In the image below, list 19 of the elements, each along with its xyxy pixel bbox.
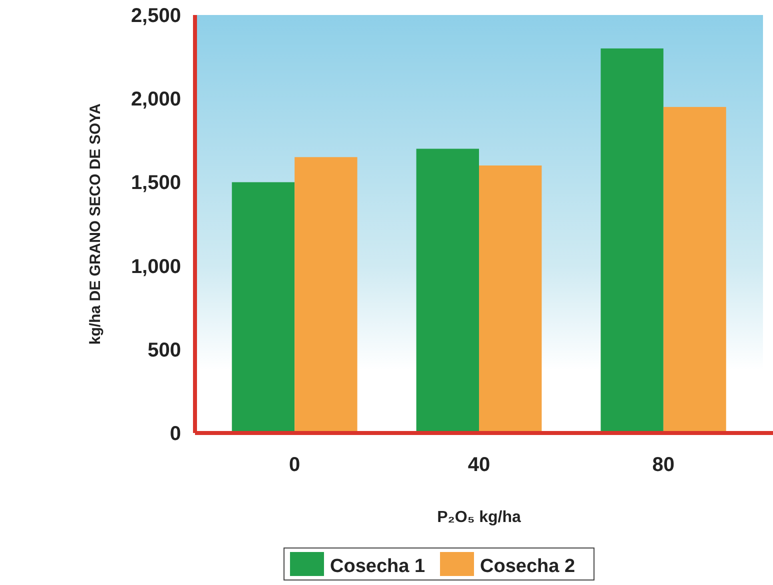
x-tick-label: 40 xyxy=(468,454,490,476)
bar xyxy=(294,157,358,433)
y-tick-label: 0 xyxy=(170,423,181,445)
bar xyxy=(232,182,295,433)
x-axis-title: P₂O₅ kg/ha xyxy=(437,509,521,526)
bar xyxy=(479,165,542,433)
x-tick-label: 80 xyxy=(652,454,675,476)
y-tick-label: 500 xyxy=(148,339,181,362)
legend-label: Cosecha 2 xyxy=(480,556,576,577)
y-tick-label: 2,500 xyxy=(130,5,181,27)
bar xyxy=(600,48,664,433)
x-tick-label: 0 xyxy=(289,454,300,476)
bar xyxy=(663,106,726,433)
bar xyxy=(416,148,479,433)
legend-label: Cosecha 1 xyxy=(330,556,426,577)
y-tick-label: 1,000 xyxy=(130,256,181,278)
y-tick-label: 1,500 xyxy=(130,172,181,194)
y-tick-label: 2,000 xyxy=(130,88,181,111)
y-axis-title: kg/ha DE GRANO SECO DE SOYA xyxy=(87,103,104,345)
